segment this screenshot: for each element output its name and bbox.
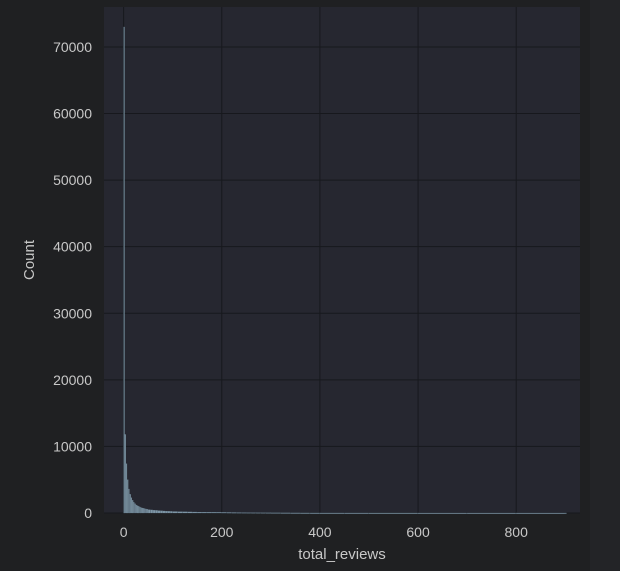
histogram-bar — [231, 512, 237, 514]
y-tick-label: 0 — [84, 505, 92, 521]
histogram-bar — [206, 512, 212, 514]
histogram-bar — [290, 512, 301, 514]
histogram-bar — [135, 504, 137, 514]
histogram-bar — [417, 512, 467, 514]
histogram-bar — [138, 506, 140, 514]
histogram-bar — [155, 510, 158, 514]
histogram-bar — [182, 511, 188, 514]
y-tick-label: 60000 — [53, 106, 92, 122]
histogram-bar — [516, 512, 566, 514]
histogram-bar — [130, 497, 132, 514]
histogram-bar — [187, 511, 193, 514]
plot-background — [104, 7, 580, 513]
y-axis-label: Count — [21, 239, 38, 280]
plot-area — [104, 7, 580, 513]
x-tick-label: 600 — [406, 524, 430, 540]
histogram-bar — [241, 512, 247, 514]
histogram-bar — [133, 502, 135, 514]
histogram-bar — [143, 508, 145, 514]
histogram-bar — [124, 434, 126, 514]
histogram-bar — [344, 512, 369, 514]
y-tick-label: 20000 — [53, 372, 92, 388]
histogram-bar — [467, 512, 516, 514]
histogram-bar — [265, 512, 271, 514]
y-tick-label: 70000 — [53, 39, 92, 55]
x-tick-label: 200 — [210, 524, 234, 540]
histogram-bar — [221, 512, 227, 514]
histogram-bar — [216, 512, 222, 514]
histogram-bar — [251, 512, 256, 514]
histogram-bar — [319, 512, 345, 514]
histogram-bar — [270, 512, 281, 514]
histogram-bar — [134, 503, 136, 514]
side-strip — [590, 0, 620, 571]
histogram-bar — [236, 512, 242, 514]
histogram-bar — [260, 512, 266, 514]
histogram-bar — [246, 512, 251, 514]
histogram-bar — [145, 508, 147, 514]
histogram-bar — [280, 512, 291, 514]
histogram-bar — [165, 511, 168, 514]
histogram-bar — [368, 512, 418, 514]
x-axis-ticks: 0 200 400 600 800 — [120, 524, 528, 540]
histogram-bar — [192, 511, 198, 514]
histogram-bar — [132, 500, 134, 514]
histogram-bar — [202, 512, 207, 514]
histogram-bar — [309, 512, 320, 514]
y-tick-label: 50000 — [53, 172, 92, 188]
histogram-bar — [139, 506, 141, 514]
histogram-bar — [170, 511, 173, 514]
histogram-bar — [197, 512, 202, 514]
x-tick-label: 800 — [505, 524, 529, 540]
histogram-bar — [565, 512, 567, 514]
histogram-bar — [148, 509, 151, 514]
histogram-bar — [226, 512, 232, 514]
histogram-bar — [129, 494, 131, 514]
histogram-bar — [172, 511, 178, 514]
histogram-bar — [211, 512, 217, 514]
histogram-bar — [128, 488, 130, 514]
histogram-bar — [255, 512, 261, 514]
histogram-bar — [127, 479, 129, 514]
histogram-bar — [140, 507, 142, 514]
y-tick-label: 30000 — [53, 305, 92, 321]
histogram-bar — [150, 509, 153, 514]
histogram-bar — [141, 507, 144, 514]
histogram-bars — [123, 26, 567, 514]
x-tick-label: 400 — [308, 524, 332, 540]
histogram-bar — [157, 510, 161, 514]
histogram-bar — [125, 463, 128, 514]
histogram-bar — [136, 505, 139, 514]
histogram-bar — [123, 26, 125, 514]
x-axis-label: total_reviews — [298, 546, 386, 563]
x-tick-label: 0 — [120, 524, 128, 540]
histogram-bar — [160, 510, 163, 514]
y-axis-ticks: 0 10000 20000 30000 40000 50000 60000 70000 — [53, 39, 92, 521]
histogram-bar — [152, 510, 156, 514]
y-tick-label: 10000 — [53, 438, 92, 454]
histogram-bar — [167, 511, 171, 514]
histogram-bar — [144, 508, 146, 514]
y-tick-label: 40000 — [53, 239, 92, 255]
histogram-bar — [177, 511, 183, 514]
histogram-bar — [146, 509, 148, 514]
histogram-bar — [300, 512, 310, 514]
histogram-bar — [162, 510, 166, 514]
